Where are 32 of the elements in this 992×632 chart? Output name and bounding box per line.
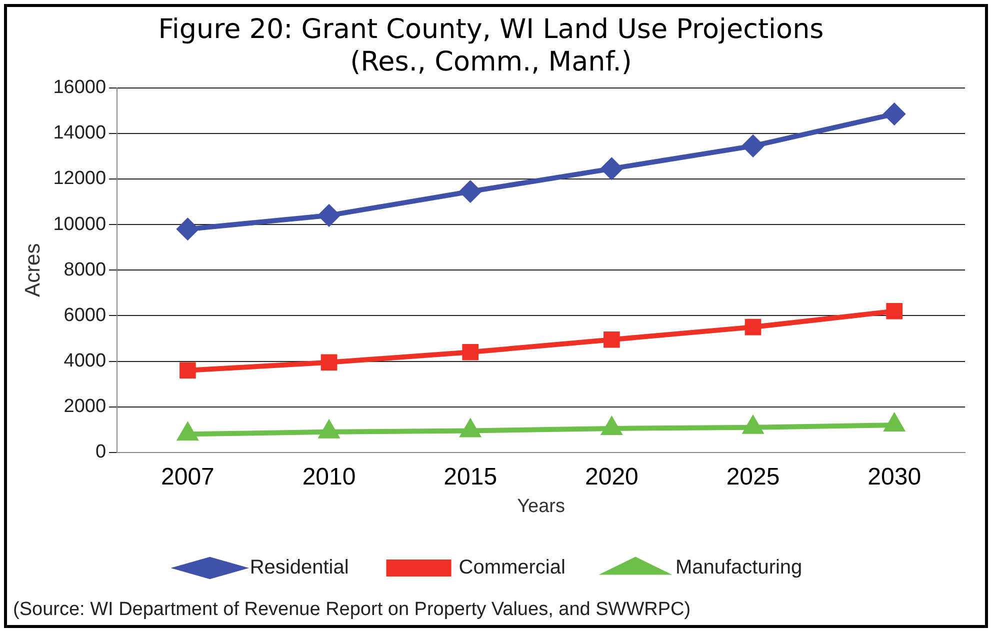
y-tick-label: 6000	[64, 304, 106, 326]
point	[884, 104, 905, 125]
point	[742, 135, 764, 156]
y-axis-title: Acres	[21, 243, 44, 297]
point	[462, 344, 479, 360]
chart-title: Figure 20: Grant County, WI Land Use Projections (Res., Comm., Manf.)	[158, 14, 824, 78]
x-axis-title: Years	[517, 496, 565, 517]
y-tick-label: 2000	[64, 396, 106, 418]
y-tick-label: 8000	[64, 259, 106, 280]
point	[886, 302, 902, 320]
point	[177, 218, 198, 240]
y-tick-label: 10000	[53, 214, 106, 235]
y-tick-label: 0	[95, 442, 106, 463]
y-tick-label: 16000	[53, 77, 106, 98]
x-tick-label: 2030	[868, 463, 922, 490]
x-tick-label: 2025	[726, 463, 780, 490]
legend-label: Manufacturing	[675, 556, 802, 579]
x-tick-label: 2010	[302, 463, 356, 490]
y-tick-label: 12000	[53, 168, 106, 190]
point	[318, 204, 340, 226]
y-tick-label: 4000	[64, 350, 106, 372]
legend-label: Residential	[250, 556, 349, 579]
point	[601, 158, 622, 180]
text: (Source: WI Department of Revenue Report on Property Values, and SWWRPC)	[13, 599, 691, 621]
point	[460, 180, 481, 202]
x-tick-label: 2020	[584, 463, 638, 490]
y-tick-label: 14000	[53, 122, 106, 144]
legend-label: Commercial	[458, 556, 566, 579]
point	[604, 331, 620, 348]
x-tick-label: 2015	[444, 463, 498, 490]
x-tick-label: 2007	[161, 463, 214, 490]
point	[744, 318, 762, 336]
